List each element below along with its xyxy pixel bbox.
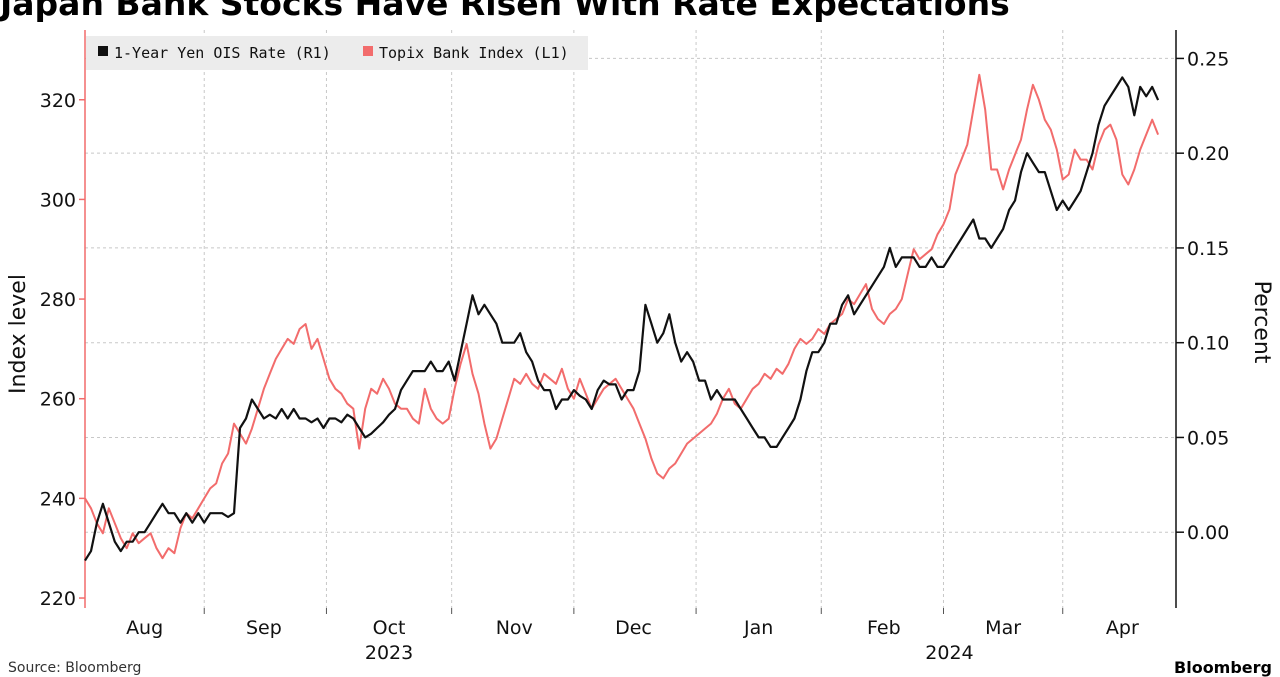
x-year-label: 2023 xyxy=(365,642,413,664)
y-axis-right-title: Percent xyxy=(1249,281,1274,364)
x-tick-label: Nov xyxy=(496,617,533,639)
legend-label-ois: 1-Year Yen OIS Rate (R1) xyxy=(114,44,331,62)
bloomberg-logo: Bloomberg xyxy=(1174,658,1272,677)
right-tick-label: 0.00 xyxy=(1187,522,1229,544)
source-note: Source: Bloomberg xyxy=(8,660,142,676)
right-tick-label: 0.15 xyxy=(1187,238,1229,260)
legend-swatch-topix xyxy=(363,46,373,56)
left-tick-label: 280 xyxy=(40,289,76,311)
x-axis-ticks: Aug Sep Oct Nov Dec Jan Feb Mar Apr 2023 2024 xyxy=(126,608,1139,664)
x-tick-label: Sep xyxy=(246,617,282,639)
x-tick-label: Aug xyxy=(126,617,163,639)
chart-title: Japan Bank Stocks Have Risen With Rate E… xyxy=(0,0,1010,23)
left-tick-label: 240 xyxy=(40,488,76,510)
right-axis-ticks: 0.00 0.05 0.10 0.15 0.20 0.25 xyxy=(1176,48,1229,544)
y-axis-left-title: Index level xyxy=(6,274,31,394)
right-tick-label: 0.20 xyxy=(1187,143,1229,165)
left-tick-label: 260 xyxy=(40,389,76,411)
legend: 1-Year Yen OIS Rate (R1) Topix Bank Inde… xyxy=(86,36,588,70)
gridlines xyxy=(85,30,1176,608)
x-tick-label: Oct xyxy=(373,617,406,639)
x-tick-label: Dec xyxy=(615,617,652,639)
series-layer xyxy=(84,73,1160,562)
axes xyxy=(84,30,1177,608)
legend-background xyxy=(86,36,588,70)
left-tick-label: 300 xyxy=(40,189,76,211)
right-tick-label: 0.05 xyxy=(1187,427,1229,449)
left-tick-label: 320 xyxy=(40,90,76,112)
yen-ois-rate-line xyxy=(84,76,1160,562)
legend-swatch-ois xyxy=(98,46,108,56)
right-tick-label: 0.10 xyxy=(1187,333,1229,355)
right-tick-label: 0.25 xyxy=(1187,48,1229,70)
topix-bank-index-line xyxy=(84,73,1160,560)
x-tick-label: Apr xyxy=(1106,617,1139,639)
left-tick-label: 220 xyxy=(40,588,76,610)
left-axis-ticks: 220 240 260 280 300 320 xyxy=(40,90,85,610)
x-tick-label: Jan xyxy=(743,617,773,639)
legend-label-topix: Topix Bank Index (L1) xyxy=(379,44,569,62)
x-year-label: 2024 xyxy=(925,642,973,664)
x-tick-label: Mar xyxy=(985,617,1021,639)
x-tick-label: Feb xyxy=(867,617,901,639)
